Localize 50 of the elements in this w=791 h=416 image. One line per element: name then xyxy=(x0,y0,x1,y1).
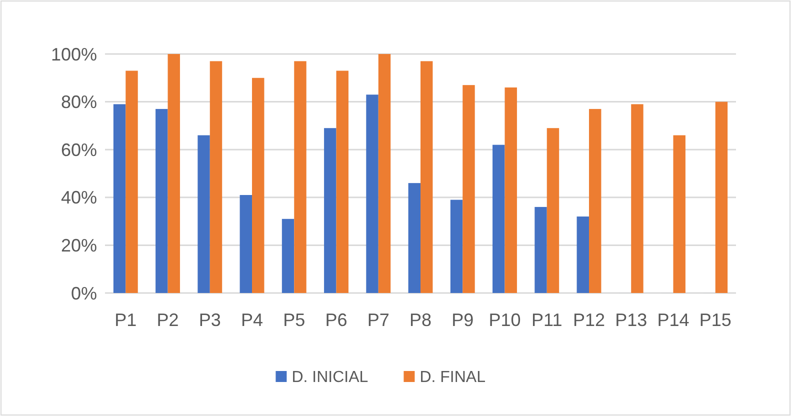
legend-label: D. INICIAL xyxy=(292,369,368,386)
bar xyxy=(282,218,294,293)
y-tick-label: 40% xyxy=(60,188,97,208)
bar xyxy=(378,54,391,293)
bar xyxy=(324,128,336,293)
bar xyxy=(126,70,138,293)
bar xyxy=(450,200,463,293)
x-tick-label: P14 xyxy=(657,310,690,330)
bar xyxy=(336,70,348,293)
y-tick-label: 20% xyxy=(60,236,97,256)
bar xyxy=(588,108,602,293)
bar xyxy=(420,61,433,293)
bar xyxy=(198,135,210,293)
y-tick-label: 60% xyxy=(60,140,97,160)
bar xyxy=(576,216,589,293)
bar xyxy=(366,94,378,293)
bar xyxy=(210,61,222,293)
y-tick-label: 100% xyxy=(50,44,97,64)
bar xyxy=(631,104,644,293)
y-tick-label: 0% xyxy=(70,283,97,304)
bar xyxy=(113,104,126,293)
legend-label: D. FINAL xyxy=(420,369,486,386)
bar xyxy=(673,135,686,293)
bar xyxy=(252,78,264,293)
bar xyxy=(715,102,728,293)
bar xyxy=(156,108,168,293)
bar xyxy=(534,206,547,293)
x-tick-label: P10 xyxy=(488,310,521,330)
x-tick-label: P2 xyxy=(156,310,179,330)
x-tick-label: P7 xyxy=(367,310,390,330)
x-tick-label: P13 xyxy=(615,310,648,330)
y-tick-label: 80% xyxy=(60,92,97,112)
x-tick-label: P12 xyxy=(572,310,606,330)
x-tick-label: P8 xyxy=(409,310,432,330)
x-tick-label: P1 xyxy=(114,310,137,330)
x-tick-label: P15 xyxy=(699,310,732,330)
bar xyxy=(294,61,306,293)
bar xyxy=(168,54,180,293)
bar xyxy=(240,195,252,293)
x-tick-label: P5 xyxy=(283,310,306,330)
bar xyxy=(546,128,560,293)
x-tick-label: P6 xyxy=(325,310,348,330)
bar xyxy=(408,183,420,293)
x-tick-label: P9 xyxy=(452,310,474,330)
x-tick-label: P11 xyxy=(532,310,562,330)
x-tick-label: P4 xyxy=(240,310,264,330)
x-tick-label: P3 xyxy=(198,310,221,330)
bar xyxy=(462,85,475,293)
bar xyxy=(492,144,505,293)
bar xyxy=(504,87,517,293)
